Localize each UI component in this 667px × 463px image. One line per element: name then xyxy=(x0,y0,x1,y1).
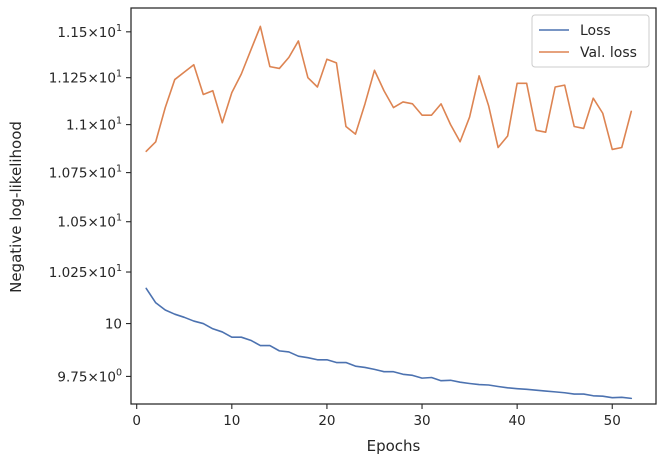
legend-label-loss: Loss xyxy=(580,23,611,39)
series-line-loss xyxy=(145,287,633,400)
x-tick-label: 0 xyxy=(132,413,141,429)
y-tick-mantissa: 1.125 xyxy=(49,71,88,87)
y-tick-mantissa: 9.75 xyxy=(57,369,87,385)
y-tick-label: 1.05×101 xyxy=(57,213,122,231)
y-tick-label: 1.15×101 xyxy=(57,23,122,41)
y-tick-exponent: 1 xyxy=(116,116,122,127)
y-tick-times: ×10 xyxy=(87,118,116,134)
x-tick-label: 40 xyxy=(509,413,526,429)
y-tick-times: ×10 xyxy=(87,265,116,281)
y-tick-exponent: 1 xyxy=(116,164,122,175)
y-tick-exponent: 1 xyxy=(116,213,122,224)
legend-box xyxy=(531,14,650,68)
y-tick-exponent: 1 xyxy=(116,69,122,80)
x-tick-label: 20 xyxy=(318,413,335,429)
y-tick-mantissa: 1.075 xyxy=(49,166,88,182)
plot-frame xyxy=(130,7,657,405)
y-tick-exponent: 1 xyxy=(116,263,122,274)
y-tick-mantissa: 1.05 xyxy=(57,215,87,231)
y-tick-times: ×10 xyxy=(87,166,116,182)
y-tick-times: ×10 xyxy=(87,25,116,41)
y-tick-exponent: 1 xyxy=(116,23,122,34)
x-axis-ticks: 0 10 20 30 40 50 xyxy=(132,404,621,429)
y-tick-label: 1.125×101 xyxy=(49,69,122,87)
legend-label-val-loss: Val. loss xyxy=(580,45,637,61)
series-line-val-loss xyxy=(145,25,633,153)
x-tick-label: 50 xyxy=(604,413,621,429)
x-axis-label: Epochs xyxy=(367,437,421,455)
y-axis-ticks: 9.75×100101.025×1011.05×1011.075×1011.1×… xyxy=(49,23,131,385)
y-axis-label: Negative log-likelihood xyxy=(7,121,25,293)
y-tick-exponent: 0 xyxy=(116,367,122,378)
y-tick-label: 1.1×101 xyxy=(66,116,122,134)
series-lines xyxy=(145,25,633,400)
y-tick-times: ×10 xyxy=(87,71,116,87)
y-tick-label: 9.75×100 xyxy=(57,367,122,385)
y-tick-label: 1.075×101 xyxy=(49,164,122,182)
y-tick-label: 1.025×101 xyxy=(49,263,122,281)
y-tick-mantissa: 1.1 xyxy=(66,118,87,134)
x-tick-label: 10 xyxy=(223,413,240,429)
x-tick-label: 30 xyxy=(413,413,430,429)
y-tick-mantissa: 1.025 xyxy=(49,265,88,281)
legend: Loss Val. loss xyxy=(531,14,650,68)
y-tick-mantissa: 1.15 xyxy=(57,25,87,41)
y-tick-times: ×10 xyxy=(87,369,116,385)
y-tick-times: ×10 xyxy=(87,215,116,231)
y-tick-label: 10 xyxy=(105,317,122,333)
